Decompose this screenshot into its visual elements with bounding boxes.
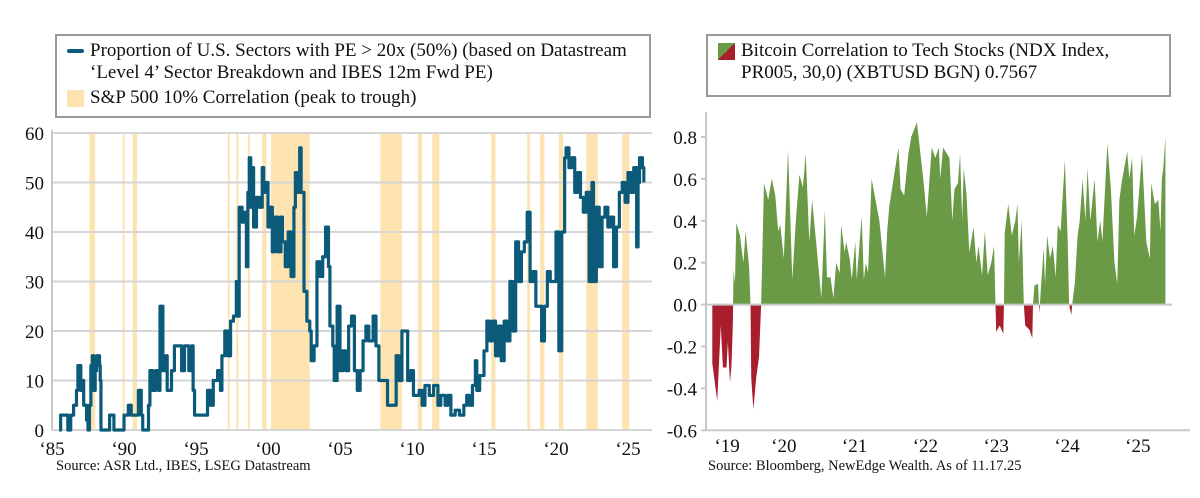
band-swatch-icon <box>67 90 84 107</box>
x-tick-label: ‘20 <box>543 439 568 460</box>
x-tick-label: ‘00 <box>255 439 280 460</box>
line-swatch-icon <box>67 49 84 53</box>
y-tick-label: 30 <box>25 273 44 294</box>
right-source: Source: Bloomberg, NewEdge Wealth. As of… <box>708 458 1022 474</box>
legend-item-correlation: Bitcoin Correlation to Tech Stocks (NDX … <box>718 40 1159 84</box>
x-tick-label: ‘19 <box>714 436 739 457</box>
y-tick-label: -0.6 <box>667 421 697 442</box>
y-tick-label: 0.6 <box>673 170 697 191</box>
y-tick-label: -0.4 <box>667 379 698 400</box>
x-tick-label: ‘25 <box>615 439 640 460</box>
right-chart: 0.8 0.6 0.4 0.2 0.0 -0.2 -0.4 -0.6 ‘19 ‘20 ‘21 ‘22 ‘… <box>667 112 1190 457</box>
right-legend: Bitcoin Correlation to Tech Stocks (NDX … <box>706 34 1171 97</box>
y-tick-label: 50 <box>25 174 44 195</box>
x-tick-label: ‘15 <box>471 439 496 460</box>
y-tick-label: 0 <box>35 421 45 442</box>
legend-series-label: Proportion of U.S. Sectors with PE > 20x… <box>90 40 627 83</box>
y-tick-label: 0.2 <box>673 254 697 275</box>
x-tick-label: ‘05 <box>327 439 352 460</box>
x-tick-label: ‘85 <box>39 439 64 460</box>
x-tick-label: ‘25 <box>1125 436 1150 457</box>
legend-item-series: Proportion of U.S. Sectors with PE > 20x… <box>67 40 639 84</box>
x-tick-label: ‘21 <box>842 436 867 457</box>
legend-correlation-label: Bitcoin Correlation to Tech Stocks (NDX … <box>741 40 1110 83</box>
left-legend: Proportion of U.S. Sectors with PE > 20x… <box>55 34 651 118</box>
green-red-swatch-icon <box>718 43 735 60</box>
x-tick-label: ‘22 <box>913 436 938 457</box>
x-tick-label: ‘23 <box>984 436 1009 457</box>
x-tick-label: ‘20 <box>771 436 796 457</box>
y-tick-label: 40 <box>25 223 44 244</box>
pe-proportion-line <box>59 146 646 432</box>
legend-item-band: S&P 500 10% Correlation (peak to trough) <box>67 87 639 109</box>
left-chart: 0 10 20 30 40 50 60 ‘85 ‘90 ‘95 ‘00 ‘05 ‘10 ‘15 ‘20 ‘25 <box>25 124 652 460</box>
legend-band-label: S&P 500 10% Correlation (peak to trough) <box>90 87 417 108</box>
x-tick-label: ‘95 <box>183 439 208 460</box>
y-tick-label: 0.0 <box>673 296 697 317</box>
y-tick-label: 20 <box>25 322 44 343</box>
x-tick-label: ‘10 <box>399 439 424 460</box>
y-tick-label: 60 <box>25 124 44 145</box>
positive-correlation-area <box>712 122 1166 305</box>
y-tick-label: 10 <box>25 372 44 393</box>
y-tick-label: 0.4 <box>673 212 697 233</box>
x-tick-label: ‘90 <box>111 439 136 460</box>
left-source: Source: ASR Ltd., IBES, LSEG Datastream <box>56 458 311 474</box>
x-tick-label: ‘24 <box>1054 436 1080 457</box>
y-tick-label: 0.8 <box>673 128 697 149</box>
y-tick-label: -0.2 <box>667 338 697 359</box>
